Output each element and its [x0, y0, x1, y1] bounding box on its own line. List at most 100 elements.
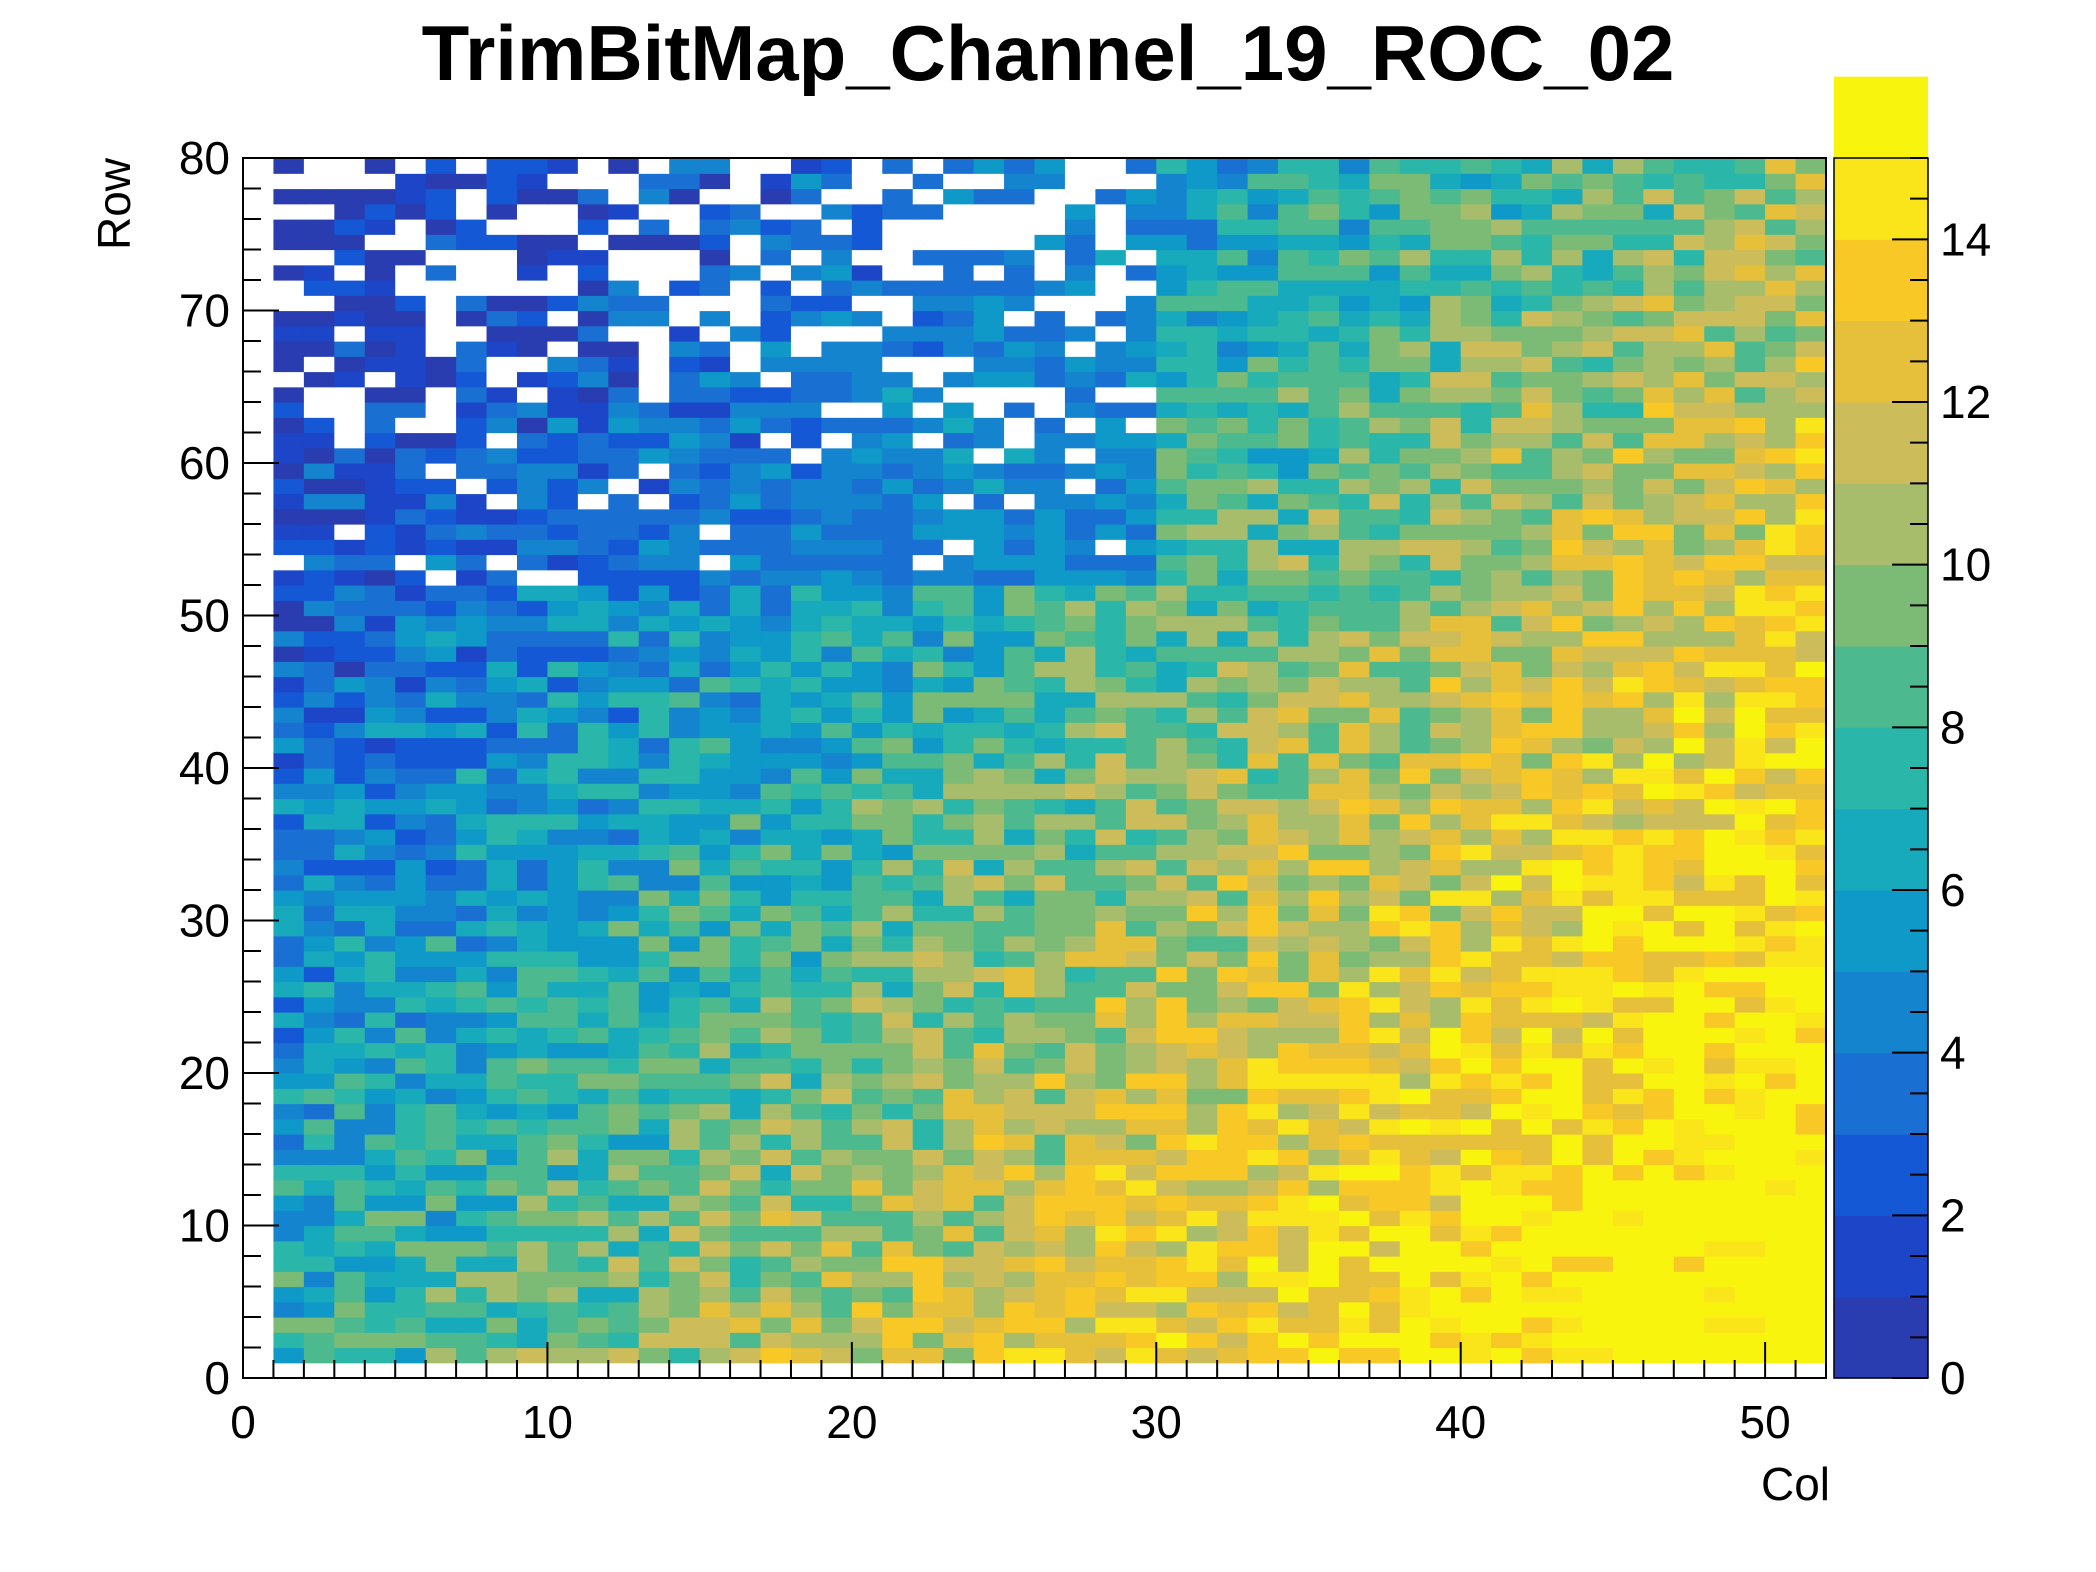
heatmap-cell: [1460, 1134, 1492, 1150]
heatmap-cell: [1125, 920, 1157, 937]
heatmap-cell: [547, 600, 579, 617]
heatmap-cell: [1491, 432, 1523, 449]
heatmap-cell: [516, 447, 549, 464]
heatmap-cell: [1673, 1210, 1705, 1227]
heatmap-cell: [1004, 600, 1036, 617]
heatmap-cell: [1186, 1225, 1218, 1242]
heatmap-cell: [1399, 981, 1431, 998]
heatmap-cell: [669, 1271, 701, 1288]
heatmap-cell: [1430, 493, 1462, 510]
heatmap-cell: [882, 1256, 914, 1272]
heatmap-cell: [1491, 356, 1523, 373]
heatmap-cell: [1004, 1027, 1036, 1044]
heatmap-cell: [1308, 447, 1340, 464]
heatmap-cell: [912, 1057, 944, 1074]
heatmap-cell: [1247, 905, 1279, 922]
heatmap-cell: [1399, 1012, 1431, 1028]
heatmap-cell: [334, 1118, 366, 1135]
heatmap-cell: [1217, 1301, 1249, 1318]
heatmap-cell: [851, 554, 883, 571]
heatmap-cell: [334, 173, 366, 190]
heatmap-cell: [1795, 1271, 1827, 1288]
heatmap-cell: [395, 859, 427, 876]
heatmap-cell: [1673, 1164, 1705, 1181]
heatmap-cell: [669, 844, 701, 861]
heatmap-cell: [1034, 813, 1066, 830]
heatmap-cell: [303, 310, 335, 327]
heatmap-cell: [760, 1225, 792, 1242]
heatmap-cell: [1612, 676, 1644, 693]
z-tick-label: 8: [1940, 701, 1966, 753]
heatmap-cell: [943, 295, 975, 312]
heatmap-cell: [303, 1088, 335, 1105]
heatmap-cell: [1521, 1057, 1553, 1074]
heatmap-cell: [1734, 1103, 1766, 1120]
heatmap-cell: [1399, 188, 1431, 205]
heatmap-cell: [1582, 798, 1614, 815]
heatmap-cell: [1673, 1179, 1705, 1196]
heatmap-cell: [669, 691, 701, 708]
heatmap-cell: [1704, 1256, 1736, 1272]
heatmap-cell: [364, 874, 396, 891]
heatmap-cell: [1673, 402, 1705, 418]
heatmap-cell: [486, 676, 518, 693]
heatmap-cell: [1460, 386, 1492, 403]
heatmap-cell: [669, 447, 701, 464]
heatmap-cell: [1460, 691, 1492, 708]
heatmap-cell: [1034, 234, 1066, 251]
heatmap-cell: [1704, 173, 1736, 190]
heatmap-cell: [730, 1256, 762, 1272]
heatmap-cell: [1521, 1347, 1553, 1364]
heatmap-cell: [334, 295, 366, 312]
heatmap-cell: [303, 371, 335, 388]
heatmap-cell: [1217, 447, 1249, 464]
heatmap-cell: [1612, 371, 1644, 388]
heatmap-cell: [1399, 356, 1431, 373]
heatmap-cell: [760, 1118, 792, 1135]
heatmap-cell: [1491, 1332, 1523, 1349]
heatmap-cell: [1765, 920, 1797, 937]
heatmap-cell: [608, 905, 640, 922]
heatmap-cell: [1186, 691, 1218, 708]
heatmap-cell: [821, 386, 853, 403]
heatmap-cell: [425, 1088, 457, 1105]
heatmap-cell: [821, 310, 853, 327]
heatmap-cell: [456, 1164, 488, 1181]
heatmap-cell: [1460, 737, 1492, 754]
heatmap-cell: [1156, 707, 1188, 723]
heatmap-cell: [851, 1134, 883, 1150]
heatmap-cell: [1612, 508, 1644, 525]
heatmap-cell: [760, 554, 792, 571]
heatmap-cell: [1064, 1317, 1096, 1333]
heatmap-cell: [1125, 280, 1157, 296]
heatmap-cell: [1612, 569, 1644, 586]
heatmap-cell: [1156, 1134, 1188, 1150]
heatmap-cell: [547, 1164, 579, 1181]
heatmap-cell: [1765, 1301, 1797, 1318]
heatmap-cell: [395, 935, 427, 952]
heatmap-cell: [882, 264, 914, 281]
heatmap-cell: [821, 1347, 853, 1364]
heatmap-cell: [1552, 371, 1584, 388]
heatmap-cell: [1795, 1210, 1827, 1227]
heatmap-cell: [1643, 630, 1675, 647]
heatmap-cell: [912, 981, 944, 998]
heatmap-cell: [1034, 798, 1066, 815]
heatmap-cell: [790, 1195, 822, 1211]
heatmap-cell: [1491, 966, 1523, 983]
heatmap-cell: [973, 1012, 1005, 1028]
heatmap-cell: [456, 1317, 488, 1333]
heatmap-cell: [303, 158, 335, 174]
heatmap-cell: [912, 264, 944, 281]
heatmap-cell: [364, 783, 396, 800]
y-tick-label: 30: [179, 895, 230, 947]
heatmap-cell: [1460, 1301, 1492, 1318]
heatmap-cell: [790, 1057, 822, 1074]
heatmap-cell: [456, 737, 488, 754]
heatmap-cell: [638, 752, 670, 769]
heatmap-cell: [456, 1286, 488, 1303]
heatmap-cell: [1612, 844, 1644, 861]
heatmap-cell: [1308, 1256, 1340, 1272]
heatmap-cell: [912, 615, 944, 632]
heatmap-cell: [1399, 325, 1431, 342]
